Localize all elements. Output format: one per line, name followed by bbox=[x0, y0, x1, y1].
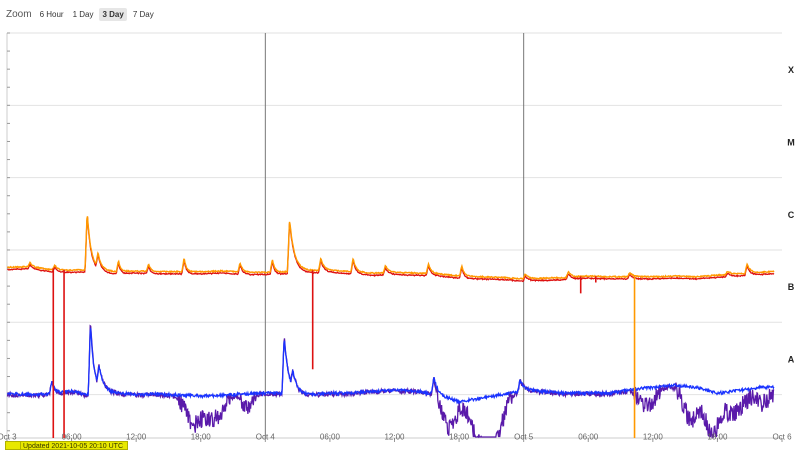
zoom-1-day-button[interactable]: 1 Day bbox=[72, 9, 94, 19]
grid bbox=[6, 32, 782, 439]
zoom-3-day-button[interactable]: 3 Day bbox=[99, 7, 127, 21]
primary-long-line bbox=[6, 216, 775, 281]
x-tick-label-9: 06:00 bbox=[578, 433, 599, 442]
zoom-6-hour-button[interactable]: 6 Hour bbox=[39, 9, 64, 19]
flare-class-b: B bbox=[788, 282, 795, 292]
updated-badge: Updated 2021-10-05 20:10 UTC bbox=[5, 441, 129, 450]
zoom-controls: Zoom 6 Hour 1 Day 3 Day 7 Day bbox=[6, 6, 157, 22]
primary-short-line bbox=[6, 328, 775, 405]
x-tick-label-4: Oct 4 bbox=[256, 433, 276, 442]
zoom-7-day-button[interactable]: 7 Day bbox=[132, 9, 154, 19]
x-tick-label-11: 18:00 bbox=[707, 433, 728, 442]
zoom-label: Zoom bbox=[6, 8, 32, 20]
x-tick-label-2: 12:00 bbox=[126, 433, 147, 442]
series-lines bbox=[6, 216, 775, 439]
flare-class-m: M bbox=[787, 137, 795, 147]
secondary-long-line bbox=[7, 217, 775, 283]
flare-class-labels: A B C M X bbox=[787, 65, 795, 364]
x-tick-label-0: Oct 3 bbox=[0, 433, 17, 442]
secondary-short-line bbox=[6, 324, 775, 439]
x-tick-label-3: 18:00 bbox=[191, 433, 212, 442]
x-tick-label-7: 18:00 bbox=[449, 433, 470, 442]
x-tick-label-5: 06:00 bbox=[320, 433, 341, 442]
flare-class-x: X bbox=[788, 65, 794, 75]
x-tick-label-8: Oct 5 bbox=[514, 433, 534, 442]
updated-text: Updated 2021-10-05 20:10 UTC bbox=[21, 441, 129, 450]
x-axis-ticks: Oct 3 06:00 12:00 18:00 Oct 4 06:00 12:00 18:00… bbox=[0, 433, 792, 442]
updated-swatch bbox=[5, 441, 21, 450]
x-tick-label-12: Oct 6 bbox=[772, 433, 792, 442]
x-tick-label-10: 12:00 bbox=[643, 433, 664, 442]
flare-class-a: A bbox=[788, 354, 795, 364]
x-tick-label-6: 12:00 bbox=[384, 433, 405, 442]
x-tick-label-1: 06:00 bbox=[62, 433, 83, 442]
flare-class-c: C bbox=[788, 210, 795, 220]
